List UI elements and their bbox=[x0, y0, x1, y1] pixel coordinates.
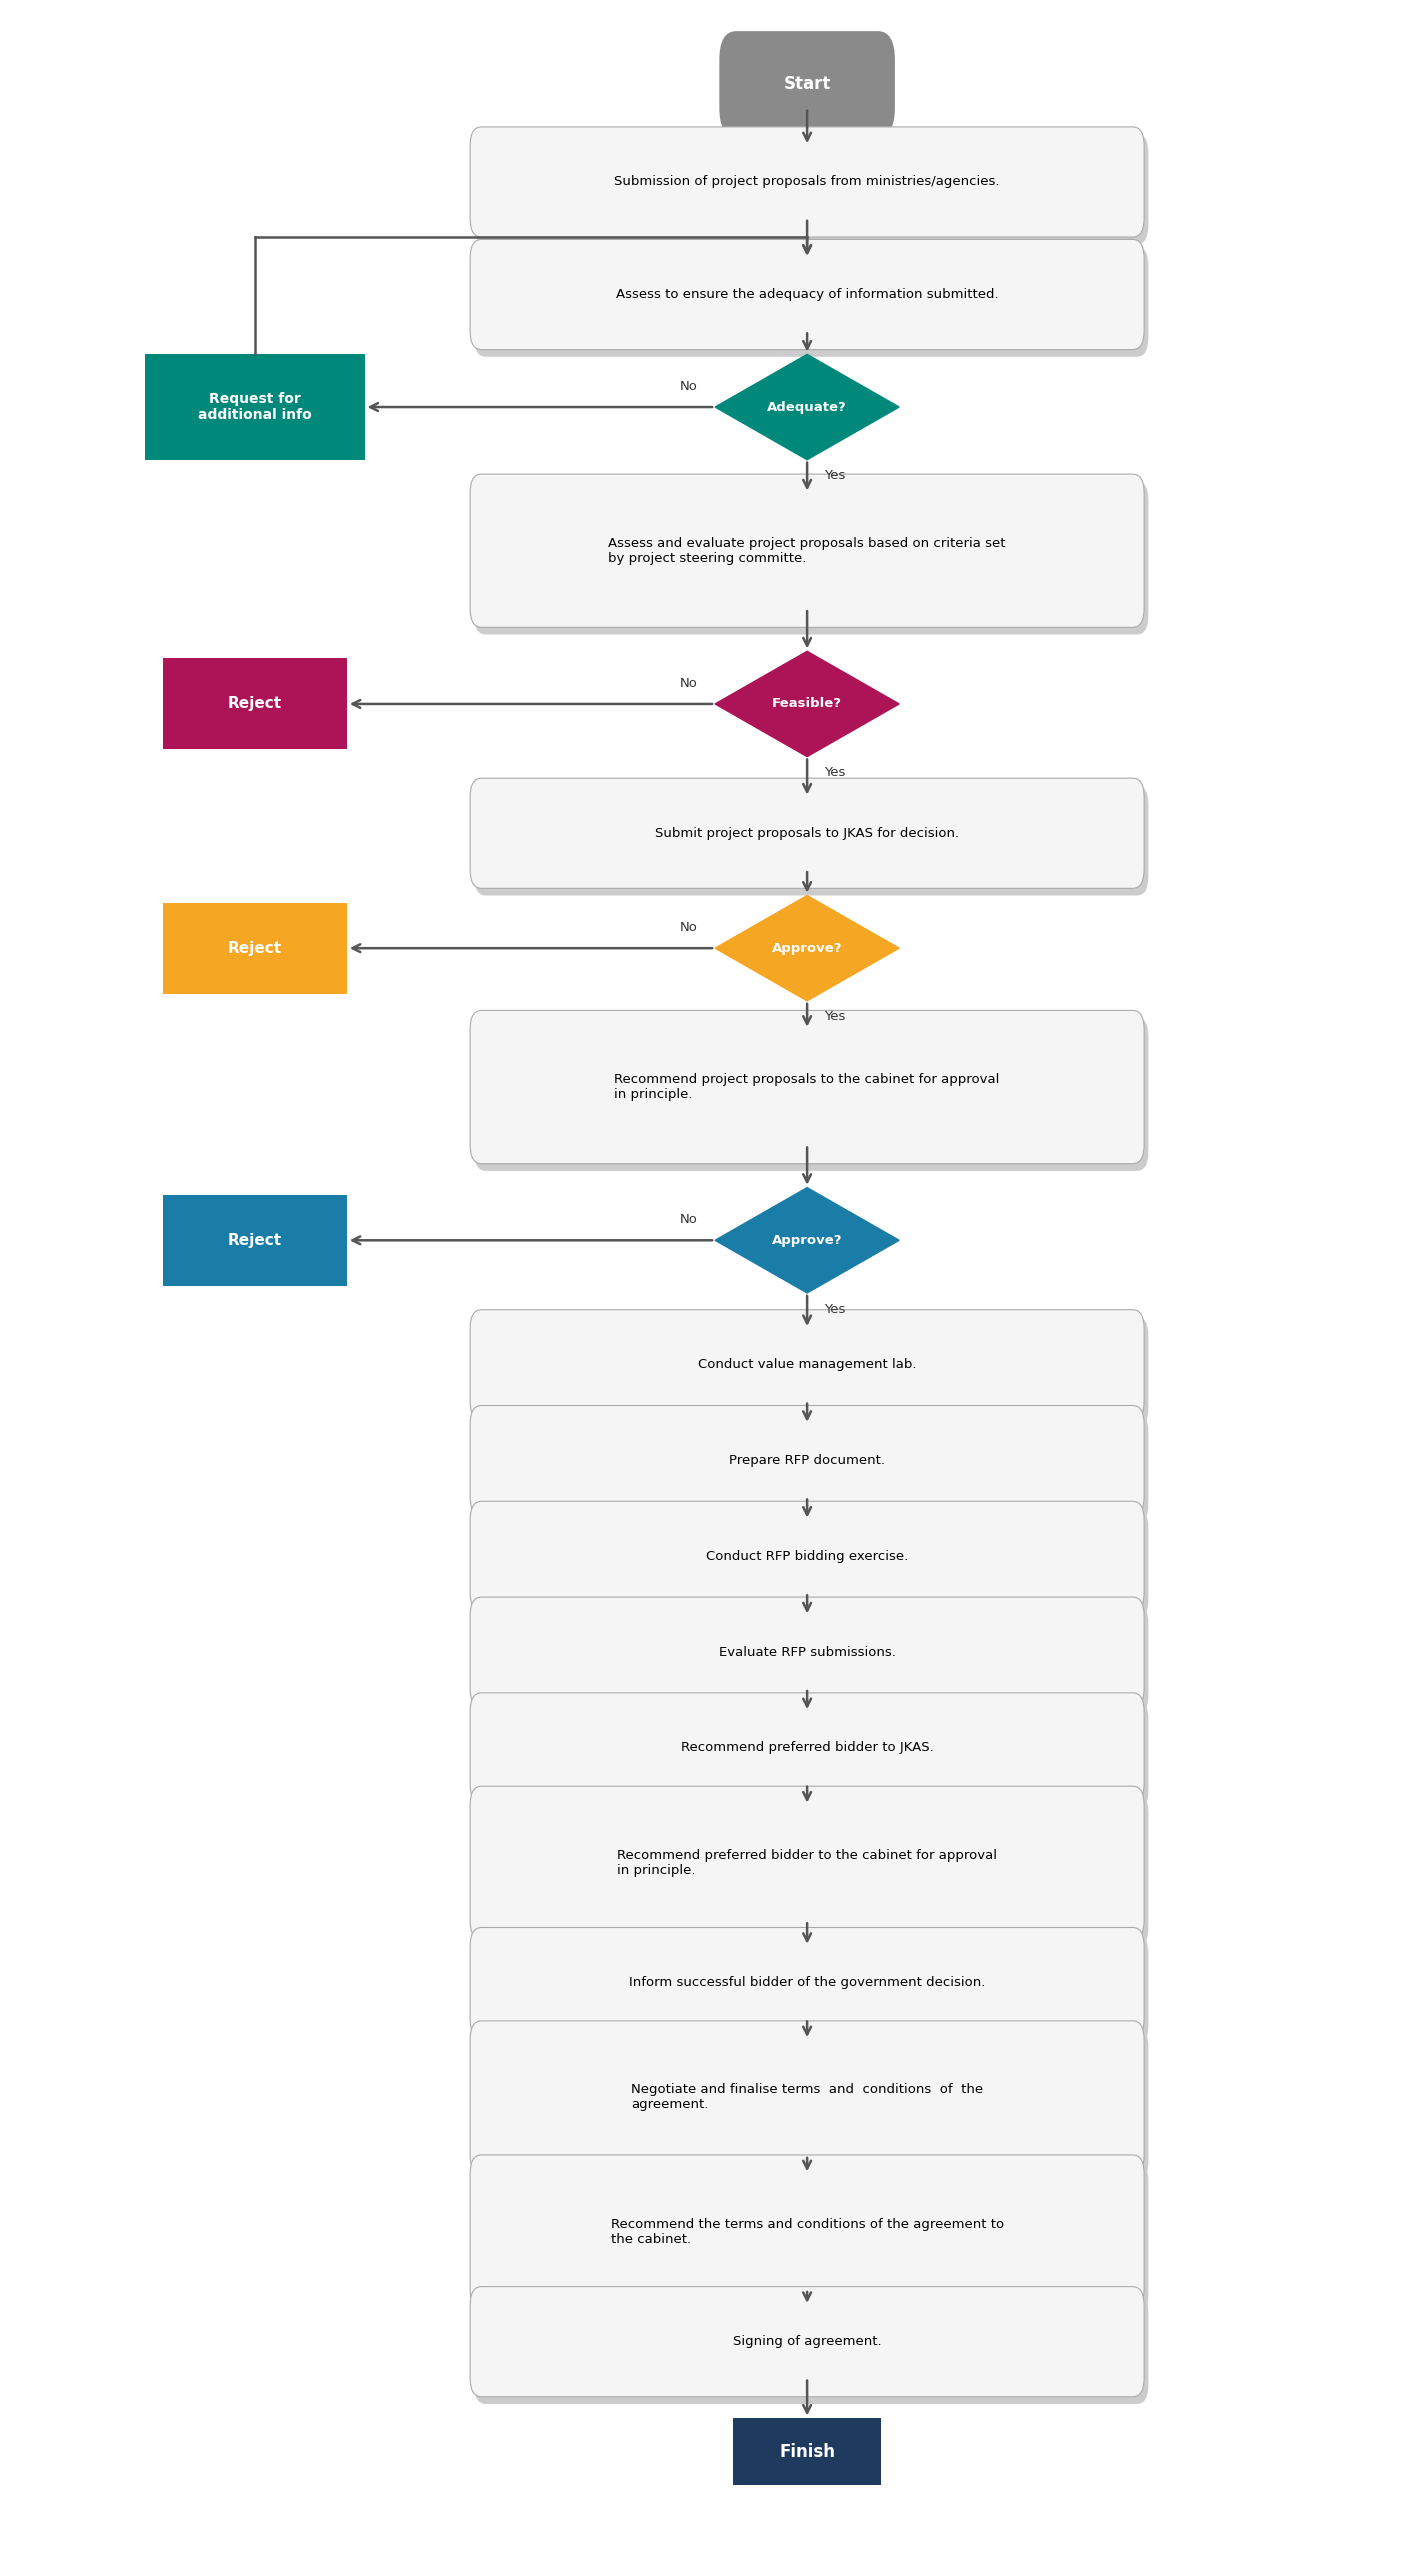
Text: Submission of project proposals from ministries/agencies.: Submission of project proposals from min… bbox=[615, 174, 1000, 190]
Text: Assess and evaluate project proposals based on criteria set
by project steering : Assess and evaluate project proposals ba… bbox=[609, 535, 1005, 564]
FancyBboxPatch shape bbox=[470, 2155, 1144, 2308]
FancyBboxPatch shape bbox=[733, 2419, 881, 2485]
FancyBboxPatch shape bbox=[474, 1317, 1148, 1427]
FancyBboxPatch shape bbox=[474, 1701, 1148, 1811]
FancyBboxPatch shape bbox=[470, 779, 1144, 889]
Text: Recommend preferred bidder to JKAS.: Recommend preferred bidder to JKAS. bbox=[681, 1742, 933, 1755]
FancyBboxPatch shape bbox=[474, 482, 1148, 635]
Text: No: No bbox=[680, 920, 698, 933]
FancyBboxPatch shape bbox=[474, 1604, 1148, 1714]
FancyBboxPatch shape bbox=[163, 658, 347, 751]
FancyBboxPatch shape bbox=[470, 1927, 1144, 2037]
Text: Reject: Reject bbox=[228, 940, 282, 956]
Text: Conduct RFP bidding exercise.: Conduct RFP bidding exercise. bbox=[707, 1550, 908, 1563]
FancyBboxPatch shape bbox=[470, 238, 1144, 348]
Text: Yes: Yes bbox=[824, 1301, 845, 1314]
Text: Request for
additional info: Request for additional info bbox=[198, 392, 312, 423]
FancyBboxPatch shape bbox=[474, 1412, 1148, 1522]
FancyBboxPatch shape bbox=[474, 246, 1148, 356]
FancyBboxPatch shape bbox=[470, 1596, 1144, 1706]
Text: Finish: Finish bbox=[779, 2442, 835, 2462]
FancyBboxPatch shape bbox=[474, 1793, 1148, 1947]
FancyBboxPatch shape bbox=[474, 1509, 1148, 1619]
FancyBboxPatch shape bbox=[163, 1194, 347, 1286]
FancyBboxPatch shape bbox=[163, 902, 347, 994]
Text: Evaluate RFP submissions.: Evaluate RFP submissions. bbox=[719, 1645, 895, 1658]
FancyBboxPatch shape bbox=[474, 2293, 1148, 2403]
Text: Reject: Reject bbox=[228, 697, 282, 712]
FancyBboxPatch shape bbox=[474, 2029, 1148, 2180]
Polygon shape bbox=[715, 651, 899, 756]
Text: Feasible?: Feasible? bbox=[772, 697, 843, 710]
Text: Recommend preferred bidder to the cabinet for approval
in principle.: Recommend preferred bidder to the cabine… bbox=[617, 1850, 997, 1878]
FancyBboxPatch shape bbox=[474, 133, 1148, 243]
FancyBboxPatch shape bbox=[474, 787, 1148, 897]
FancyBboxPatch shape bbox=[470, 1501, 1144, 1611]
FancyBboxPatch shape bbox=[470, 474, 1144, 628]
Polygon shape bbox=[715, 1189, 899, 1294]
Text: Inform successful bidder of the government decision.: Inform successful bidder of the governme… bbox=[629, 1975, 986, 1988]
Polygon shape bbox=[715, 354, 899, 459]
Text: Recommend project proposals to the cabinet for approval
in principle.: Recommend project proposals to the cabin… bbox=[615, 1073, 1000, 1102]
Text: Start: Start bbox=[783, 74, 831, 92]
Text: Yes: Yes bbox=[824, 469, 845, 482]
Text: Signing of agreement.: Signing of agreement. bbox=[733, 2334, 881, 2349]
Text: Recommend the terms and conditions of the agreement to
the cabinet.: Recommend the terms and conditions of th… bbox=[610, 2219, 1004, 2244]
FancyBboxPatch shape bbox=[470, 1786, 1144, 1939]
Text: Negotiate and finalise terms  and  conditions  of  the
agreement.: Negotiate and finalise terms and conditi… bbox=[632, 2083, 983, 2111]
FancyBboxPatch shape bbox=[470, 2288, 1144, 2398]
Text: Approve?: Approve? bbox=[772, 943, 843, 956]
FancyBboxPatch shape bbox=[470, 1009, 1144, 1163]
Text: No: No bbox=[680, 676, 698, 689]
FancyBboxPatch shape bbox=[474, 1017, 1148, 1171]
FancyBboxPatch shape bbox=[719, 31, 895, 136]
FancyBboxPatch shape bbox=[474, 2162, 1148, 2316]
Text: No: No bbox=[680, 379, 698, 392]
Text: Assess to ensure the adequacy of information submitted.: Assess to ensure the adequacy of informa… bbox=[616, 287, 998, 300]
FancyBboxPatch shape bbox=[144, 354, 365, 459]
Text: Yes: Yes bbox=[824, 1009, 845, 1022]
Text: Submit project proposals to JKAS for decision.: Submit project proposals to JKAS for dec… bbox=[656, 828, 959, 840]
Text: Yes: Yes bbox=[824, 766, 845, 779]
FancyBboxPatch shape bbox=[470, 1693, 1144, 1804]
FancyBboxPatch shape bbox=[470, 2021, 1144, 2175]
Text: Prepare RFP document.: Prepare RFP document. bbox=[729, 1455, 885, 1468]
FancyBboxPatch shape bbox=[474, 1934, 1148, 2044]
Text: Reject: Reject bbox=[228, 1232, 282, 1248]
Text: Adequate?: Adequate? bbox=[767, 400, 847, 412]
Text: Conduct value management lab.: Conduct value management lab. bbox=[698, 1358, 916, 1371]
FancyBboxPatch shape bbox=[470, 1309, 1144, 1419]
Text: No: No bbox=[680, 1212, 698, 1227]
Text: Approve?: Approve? bbox=[772, 1235, 843, 1248]
FancyBboxPatch shape bbox=[470, 128, 1144, 238]
FancyBboxPatch shape bbox=[470, 1407, 1144, 1517]
Polygon shape bbox=[715, 897, 899, 1002]
